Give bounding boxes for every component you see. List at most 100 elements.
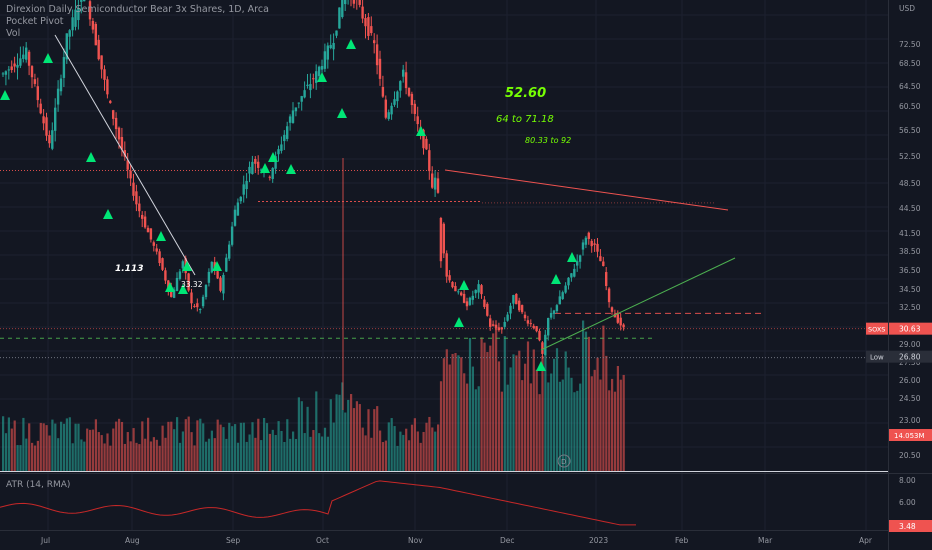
candle-body xyxy=(584,237,588,245)
annotation-low-label2: 33.32 xyxy=(181,280,203,289)
volume-bar xyxy=(106,433,109,471)
candle-body xyxy=(51,130,54,149)
atr-badge xyxy=(889,520,932,532)
pocket-pivot-marker xyxy=(286,164,296,174)
volume-bar xyxy=(129,441,132,471)
volume-bar xyxy=(286,419,289,471)
candle-body xyxy=(117,127,121,140)
time-tick: 2023 xyxy=(589,536,608,545)
volume-bar xyxy=(526,341,530,471)
volume-bar xyxy=(416,431,419,471)
pocket-pivot-marker xyxy=(0,90,10,100)
volume-bar xyxy=(33,445,37,471)
volume-bar xyxy=(558,381,561,471)
candle-body xyxy=(230,226,234,245)
candle-body xyxy=(30,66,34,78)
candle-body xyxy=(532,325,535,329)
volume-bar xyxy=(236,442,240,471)
volume-bar xyxy=(173,429,176,471)
volume-bar xyxy=(300,401,303,471)
volume-bar xyxy=(71,443,74,471)
candle-body xyxy=(454,285,457,292)
candle-body xyxy=(387,112,390,119)
volume-bar xyxy=(622,374,625,471)
volume-bar xyxy=(573,392,576,471)
volume-bar xyxy=(10,428,13,471)
candle-body xyxy=(538,330,541,341)
candle-body xyxy=(114,117,118,130)
candle-body xyxy=(416,116,419,125)
volume-bar xyxy=(193,445,196,471)
candle-body xyxy=(465,301,469,307)
volume-bar xyxy=(54,423,57,471)
volume-bar xyxy=(466,383,469,471)
time-tick: Apr xyxy=(859,536,873,545)
volume-bar xyxy=(251,422,254,471)
volume-bar xyxy=(448,364,451,471)
candle-body xyxy=(45,117,48,136)
last-symbol-badge xyxy=(866,322,888,335)
candle-body xyxy=(13,63,16,67)
candle-body xyxy=(549,312,553,318)
volume-bar xyxy=(318,433,321,471)
candle-body xyxy=(132,182,135,196)
event-icon-glyph: D xyxy=(561,458,566,466)
volume-bar xyxy=(506,384,509,471)
last-symbol-text: SOXS xyxy=(868,326,885,334)
candle-body xyxy=(338,7,341,29)
candle-body xyxy=(129,170,132,179)
volume-bar xyxy=(161,425,164,471)
volume-bar xyxy=(529,383,532,471)
volume-bar xyxy=(352,408,356,471)
volume-bar xyxy=(379,430,382,471)
volume-bar xyxy=(103,443,106,471)
candle-body xyxy=(602,261,605,266)
candle-body xyxy=(172,289,176,298)
candle-body xyxy=(483,299,486,307)
pocket-pivot-marker xyxy=(43,53,53,63)
volume-bar xyxy=(619,379,622,471)
candle-body xyxy=(460,292,463,296)
low-label-badge xyxy=(866,350,888,363)
candle-body xyxy=(518,300,521,311)
volume-bar xyxy=(265,423,269,471)
volume-bar xyxy=(500,391,503,471)
volume-bar xyxy=(303,433,306,471)
candle-body xyxy=(407,88,411,96)
price-axis-unit: USD xyxy=(899,4,915,13)
candle-body xyxy=(616,314,619,323)
volume-bar xyxy=(315,391,318,471)
candle-body xyxy=(399,81,402,91)
volume-bar xyxy=(550,373,553,471)
volume-bar xyxy=(28,423,31,471)
volume-bar xyxy=(216,419,219,471)
candle-body xyxy=(384,99,387,118)
candle-body xyxy=(91,20,95,30)
volume-bar xyxy=(434,431,437,471)
volume-bar xyxy=(39,422,42,471)
candle-body xyxy=(19,58,22,66)
volume-bar xyxy=(187,416,190,471)
volume-bar xyxy=(387,422,390,471)
candle-body xyxy=(477,284,480,293)
volume-bar xyxy=(231,426,234,471)
candle-body xyxy=(138,203,141,212)
volume-bar xyxy=(590,376,593,471)
volume-bar xyxy=(141,421,144,471)
annotation-target-range2: 80.33 to 92 xyxy=(525,136,571,145)
candle-body xyxy=(222,274,225,294)
volume-bar xyxy=(271,429,274,471)
time-tick: Feb xyxy=(675,536,689,545)
candle-body xyxy=(309,84,312,91)
candle-body xyxy=(7,69,10,71)
volume-bar xyxy=(91,429,95,471)
candle-body xyxy=(489,318,492,327)
candle-body xyxy=(199,309,202,311)
candle-body xyxy=(320,65,324,70)
candle-body xyxy=(544,334,547,355)
candle-body xyxy=(558,296,561,305)
candle-body xyxy=(74,9,77,27)
volume-bar xyxy=(36,440,39,471)
candle-body xyxy=(175,277,179,292)
